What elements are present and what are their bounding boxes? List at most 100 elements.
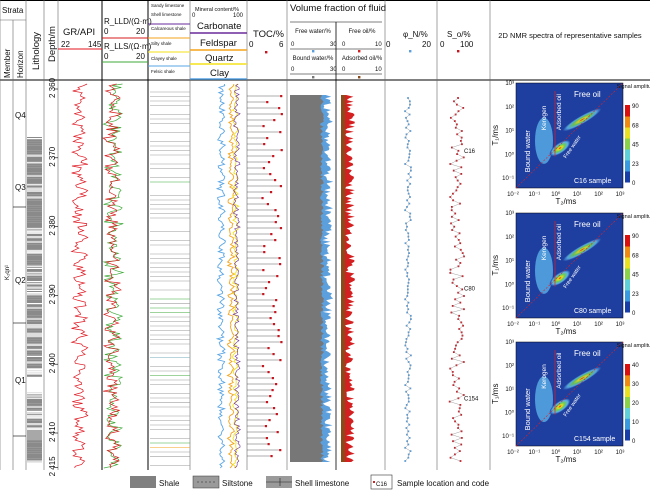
- legend-shale: Shale: [159, 479, 180, 488]
- lithology-bed: [27, 425, 42, 428]
- lithology-bed: [27, 156, 42, 159]
- toc-point: [271, 389, 274, 392]
- toc-point: [274, 239, 277, 242]
- x-tick-label: 10⁻²: [507, 322, 519, 328]
- legend: Shale Siltstone Shell limestone C16 Samp…: [130, 474, 490, 490]
- kerogen-label: Kerogen: [541, 364, 548, 389]
- depth-label: 2 370: [48, 146, 57, 167]
- colorbar-tick: 23: [632, 292, 639, 298]
- toc-max: 6: [279, 40, 284, 49]
- lithology-bed: [27, 445, 42, 448]
- x-tick-label: 10²: [594, 192, 603, 198]
- toc-point: [280, 341, 283, 344]
- y-tick-label: 10⁰: [505, 281, 515, 288]
- lithology-bed: [27, 458, 42, 461]
- lithology-bed: [27, 302, 42, 303]
- lithology-bed: [27, 427, 42, 429]
- lithology-bed: [27, 346, 42, 349]
- toc-point: [275, 413, 278, 416]
- adsorbed-oil-label: Adsorbed oil: [556, 224, 563, 261]
- lithology-bed: [27, 460, 42, 463]
- y-tick-label: 10⁻¹: [502, 434, 514, 440]
- horizon-label: Q1: [15, 376, 26, 385]
- lithology-bed: [27, 264, 42, 266]
- colorbar-segment: [625, 279, 630, 291]
- lithology-bed: [27, 317, 42, 319]
- lithology-bed: [27, 154, 42, 157]
- track-frame: [0, 0, 650, 470]
- sample-name-label: C80 sample: [574, 308, 611, 315]
- lithology-bed: [27, 407, 42, 410]
- lithology-bed: [27, 167, 42, 170]
- lithology-bed: [27, 339, 42, 342]
- toc-point: [274, 209, 277, 212]
- legend-sample: Sample location and code: [397, 479, 490, 488]
- gr-curve: [70, 83, 89, 469]
- colorbar-segment: [625, 127, 630, 139]
- lithology-bed: [27, 196, 42, 199]
- y-tick-label: 10¹: [505, 129, 514, 135]
- colorbar-segment: [625, 160, 630, 172]
- colorbar-segment: [625, 246, 630, 258]
- toc-header: TOC/%: [253, 29, 285, 40]
- toc-point: [266, 203, 269, 206]
- lithology-bed: [27, 456, 42, 459]
- lithology-bed: [27, 282, 42, 284]
- depth-label: 2 380: [48, 215, 57, 236]
- lithology-bed: [27, 176, 42, 179]
- y-tick-label: 10²: [505, 105, 514, 111]
- bound-water-label: Bound water: [523, 260, 532, 303]
- t1-t2-diagonal: [515, 212, 624, 319]
- toc-point: [271, 377, 274, 380]
- lithology-bed: [27, 218, 42, 221]
- lithology-bed: [27, 306, 42, 308]
- x-tick-label: 10⁰: [551, 449, 561, 456]
- lithology-bed: [27, 453, 42, 456]
- track-headers: Strata Member Horizon Lithology Depth/m …: [2, 3, 642, 79]
- lithology-bed: [27, 361, 42, 364]
- lithology-bed: [27, 258, 42, 261]
- mineral-max: 100: [233, 13, 244, 19]
- so-max: 100: [460, 40, 474, 49]
- mineral-min: 0: [192, 13, 196, 19]
- lithology-bed: [27, 414, 42, 416]
- bound-water-signal: [535, 247, 553, 294]
- lithology-bed: [27, 337, 42, 340]
- lithology-bed: [27, 332, 42, 335]
- lithology-bed: [27, 352, 42, 355]
- lithology-bed: [27, 229, 42, 231]
- sample-code-label: C16: [464, 149, 476, 155]
- lithology-bed: [27, 231, 42, 233]
- kerogen-label: Kerogen: [541, 105, 548, 130]
- colorbar-tick: 30: [632, 382, 639, 388]
- mineral-feldspar: Feldspar: [200, 38, 237, 49]
- sample-name-label: C16 sample: [574, 178, 611, 185]
- lithology-bed: [27, 420, 42, 423]
- scale-marker: [265, 51, 268, 54]
- colorbar-label: Signal amplitude: [617, 84, 650, 90]
- mineral-clay: Clay: [210, 68, 229, 79]
- toc-point: [262, 269, 265, 272]
- scale-marker: [358, 76, 361, 79]
- toc-point: [272, 323, 276, 326]
- adsorbed-oil-label: Adsorbed oil: [556, 352, 563, 389]
- toc-point: [280, 95, 283, 98]
- lithology-bed: [27, 277, 42, 280]
- y-tick-label: 10⁰: [505, 151, 515, 158]
- colorbar-segment: [625, 385, 630, 398]
- lithology-bed: [27, 416, 42, 418]
- lithology-bed: [27, 181, 42, 184]
- lithology-bed: [27, 442, 42, 445]
- toc-point: [274, 179, 277, 182]
- lithology-bed: [27, 137, 42, 138]
- colorbar-tick: 68: [632, 123, 639, 129]
- nmr-title: 2D NMR spectra of representative samples: [498, 31, 642, 40]
- lithology-bed: [27, 310, 42, 313]
- free-oil-label: Free oil: [574, 349, 601, 358]
- lithology-bed: [27, 262, 42, 265]
- lithology-bed: [27, 192, 42, 195]
- toc-point: [280, 149, 283, 152]
- x-tick-label: 10⁻²: [507, 192, 519, 198]
- lithology-bed: [27, 304, 42, 307]
- lithology-bed: [27, 328, 42, 331]
